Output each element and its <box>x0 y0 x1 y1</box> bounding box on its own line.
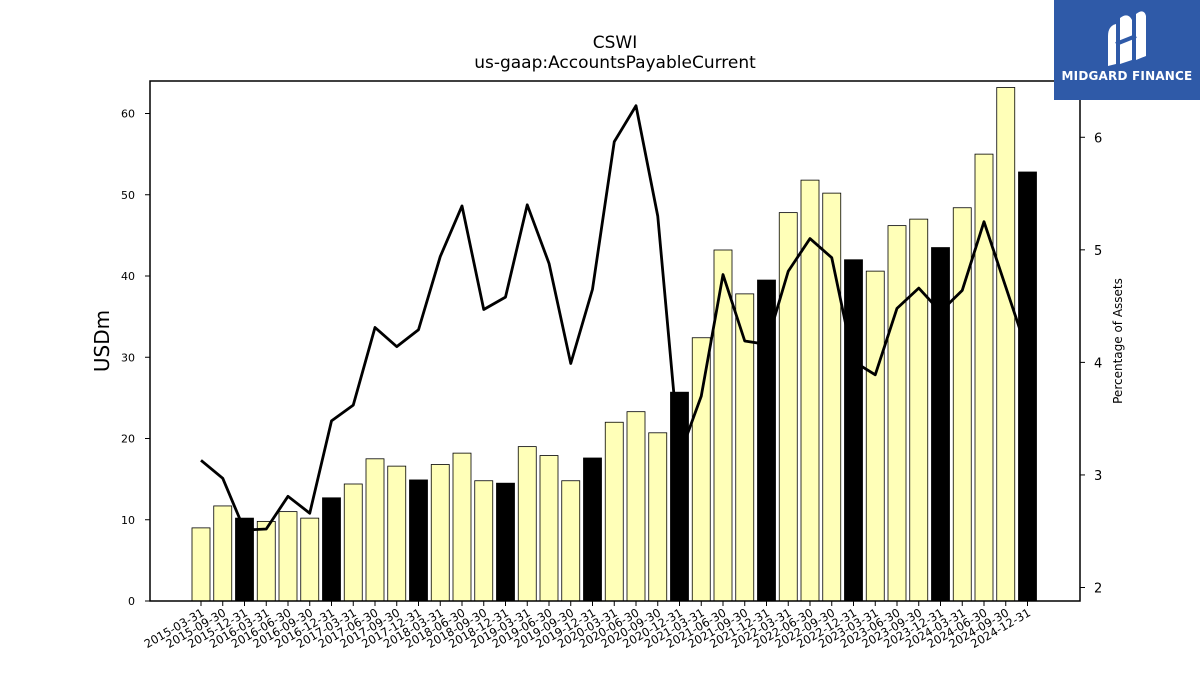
percentage-line <box>200 104 1029 532</box>
midgard-logo-icon <box>1108 11 1146 66</box>
bar <box>213 505 233 602</box>
bar <box>430 464 450 602</box>
bar <box>300 517 320 602</box>
plot-frame <box>149 80 1081 602</box>
bar <box>887 225 907 602</box>
bar <box>822 192 842 602</box>
bar <box>365 458 385 602</box>
bar <box>517 446 537 602</box>
bar <box>670 391 689 602</box>
bar <box>648 432 668 602</box>
y2-axis-label: Percentage of Assets <box>1111 278 1125 404</box>
bar <box>626 411 646 602</box>
bar-series <box>191 87 1037 602</box>
y-axis-label: USDm <box>90 310 114 372</box>
y2-tick-label: 4 <box>1094 356 1102 371</box>
y-tick-label: 60 <box>121 108 135 121</box>
bar <box>322 497 341 602</box>
bar <box>1018 171 1037 602</box>
y-tick-label: 40 <box>121 270 135 283</box>
y2-tick-label: 6 <box>1094 131 1102 146</box>
x-axis: 2015-03-312015-09-302015-12-312016-03-31… <box>142 601 1033 651</box>
brand-name: MIDGARD FINANCE <box>1061 69 1193 83</box>
bar <box>691 337 711 602</box>
bar <box>452 452 472 602</box>
bar <box>474 480 494 602</box>
bar <box>278 511 298 602</box>
chart-title: CSWI <box>593 33 637 53</box>
left-axis: 0 10 20 30 40 50 60 <box>121 108 150 608</box>
bar <box>604 421 624 602</box>
y2-tick-label: 2 <box>1094 581 1102 596</box>
bar <box>256 520 276 602</box>
right-axis: 2 3 4 5 6 <box>1080 131 1102 596</box>
bar <box>583 457 602 602</box>
bar <box>409 479 428 602</box>
bar <box>387 465 407 602</box>
bar <box>561 480 581 602</box>
brand-logo: MIDGARD FINANCE <box>1054 0 1200 100</box>
bar <box>865 270 885 602</box>
line-series <box>200 104 1029 532</box>
y-tick-label: 50 <box>121 189 135 202</box>
y-tick-label: 10 <box>121 514 135 527</box>
bar <box>496 482 515 602</box>
bar <box>844 259 863 602</box>
bar <box>343 483 363 602</box>
chart-subtitle: us-gaap:AccountsPayableCurrent <box>474 53 756 73</box>
bar <box>931 247 950 602</box>
y2-tick-label: 5 <box>1094 244 1102 259</box>
y-tick-label: 0 <box>128 595 135 608</box>
bar <box>996 87 1016 602</box>
y2-tick-label: 3 <box>1094 469 1102 484</box>
y-tick-label: 20 <box>121 433 135 446</box>
bar <box>909 218 929 602</box>
y-tick-label: 30 <box>121 351 135 364</box>
bar <box>191 527 211 602</box>
bar <box>757 279 776 602</box>
bar <box>539 455 559 602</box>
